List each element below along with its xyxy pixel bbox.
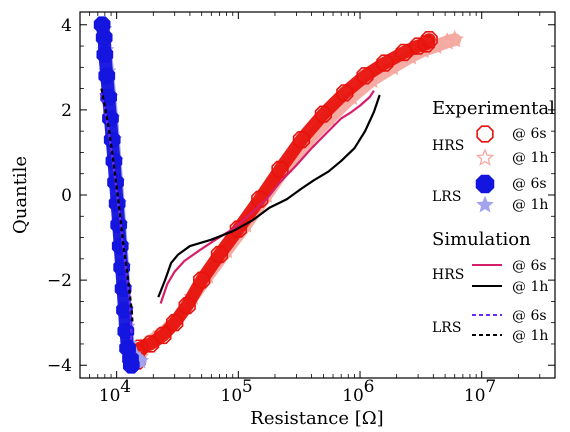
legend-sim-hrs-6s-label: @ 6s (512, 258, 547, 274)
legend-lrs-1h-marker (476, 195, 494, 213)
y-tick-label: 4 (61, 16, 72, 36)
data-point (437, 32, 457, 50)
x-axis-ticks: 10 4 10 5 10 6 10 7 (79, 12, 556, 406)
data-point (417, 35, 435, 53)
y-axis-label: Quantile (10, 156, 31, 234)
series-band (129, 33, 436, 368)
series-simulation-lrs-6s (99, 92, 133, 340)
series-line (157, 94, 381, 298)
data-point (95, 29, 113, 46)
series-line (100, 88, 134, 323)
series-line (99, 92, 133, 340)
x-tick-label: 10 (464, 386, 486, 406)
x-tick-label: 10 (221, 386, 243, 406)
legend-exp-hrs-6s-label: @ 6s (512, 126, 547, 142)
x-tick-exponent: 6 (364, 377, 375, 397)
data-point (420, 31, 438, 49)
legend-exp-lrs-label: LRS (432, 189, 461, 205)
data-point (193, 271, 211, 289)
x-tick-label: 10 (342, 386, 364, 406)
data-point (122, 356, 140, 374)
y-tick-label: 0 (61, 186, 72, 206)
legend-exp-hrs-label: HRS (432, 138, 464, 154)
series-line (159, 90, 375, 304)
x-axis-label: Resistance [Ω] (250, 408, 383, 429)
legend-hrs-1h-marker (475, 148, 495, 166)
legend-exp-lrs-1h-label: @ 1h (512, 197, 548, 213)
x-tick-exponent: 4 (120, 377, 131, 397)
data-point (166, 314, 184, 332)
series-simulation-lrs-1h (100, 88, 134, 323)
data-point (292, 131, 311, 149)
data-point (96, 46, 114, 63)
data-point (110, 216, 128, 234)
data-point (98, 67, 116, 85)
series-simulation-hrs-1h (157, 94, 381, 298)
data-point (154, 326, 172, 345)
data-point (336, 84, 354, 102)
data-point (314, 105, 333, 123)
legend: Experimental HRS @ 6s @ 1h LRS @ 6s @ 1h… (432, 98, 555, 344)
y-tick-label: 2 (61, 101, 72, 121)
y-axis-ticks: 4 2 0 −2 −4 (47, 16, 555, 376)
series-simulation-hrs-6s (159, 90, 375, 304)
x-tick-exponent: 5 (242, 377, 253, 397)
legend-hrs-6s-marker (476, 125, 494, 143)
legend-sim-lrs-6s-label: @ 6s (512, 308, 547, 324)
data-point (271, 160, 289, 179)
legend-exp-hrs-1h-label: @ 1h (512, 150, 548, 166)
y-tick-label: −4 (47, 356, 72, 376)
legend-sim-hrs-label: HRS (432, 267, 464, 283)
data-point (445, 29, 464, 48)
y-tick-label: −2 (47, 271, 72, 291)
series-layer (93, 16, 464, 374)
x-tick-exponent: 7 (485, 377, 496, 397)
plot-frame (79, 11, 556, 379)
data-point (210, 245, 229, 264)
legend-sim-hrs-1h-label: @ 1h (512, 279, 548, 295)
legend-swatches (472, 125, 502, 336)
legend-simulation-title: Simulation (432, 229, 531, 250)
data-point (117, 322, 135, 340)
data-point (111, 237, 129, 255)
legend-sim-lrs-1h-label: @ 1h (512, 328, 548, 344)
plot-area: 10 4 10 5 10 6 10 7 420−2−4 (47, 11, 556, 406)
data-point (356, 67, 374, 85)
legend-sim-lrs-label: LRS (432, 320, 461, 336)
data-point (251, 190, 269, 208)
data-point (409, 37, 427, 55)
data-point (141, 335, 160, 353)
data-point (178, 296, 196, 315)
legend-experimental-title: Experimental (432, 98, 555, 119)
x-tick-label: 10 (99, 386, 121, 406)
legend-exp-lrs-6s-label: @ 6s (512, 176, 547, 192)
legend-lrs-6s-marker (475, 174, 495, 194)
data-point (376, 54, 394, 72)
